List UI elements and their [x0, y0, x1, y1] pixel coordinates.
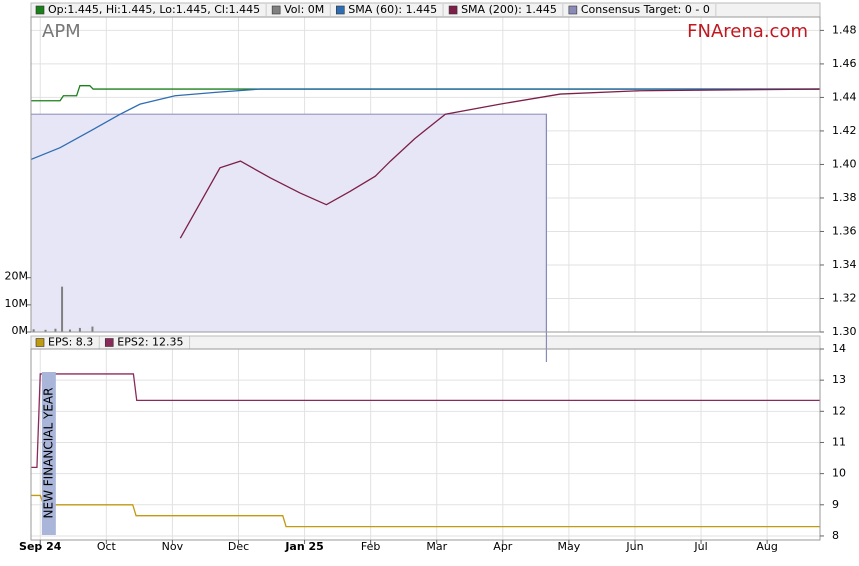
volume-bar	[78, 327, 81, 332]
y2-tick-label: 10M	[5, 297, 29, 310]
plot-frame	[30, 348, 821, 541]
x-tick-label: Feb	[361, 540, 380, 553]
y-tick-label: 1.40	[832, 157, 857, 170]
y-tick-label: 13	[832, 373, 846, 386]
y-tick-label: 1.36	[832, 224, 857, 237]
y-tick-label: 1.42	[832, 124, 857, 137]
annotation-box	[41, 372, 56, 535]
y-tick-label: 11	[832, 435, 846, 448]
y-tick-label: 1.48	[832, 23, 857, 36]
y-tick-label: 10	[832, 467, 846, 480]
y2-tick-label: 20M	[5, 270, 29, 283]
legend-label: SMA (60): 1.445	[348, 3, 437, 16]
y-tick-label: 12	[832, 404, 846, 417]
y-tick-label: 1.30	[832, 325, 857, 338]
plot-frame	[30, 16, 821, 333]
series-line	[31, 494, 820, 528]
y-tick-label: 1.46	[832, 57, 857, 70]
x-tick-label: Dec	[228, 540, 249, 553]
volume-bar	[68, 329, 71, 332]
y-tick-label: 1.32	[832, 291, 857, 304]
x-tick-label: May	[558, 540, 581, 553]
y-tick-label: 1.38	[832, 191, 857, 204]
legend-label: SMA (200): 1.445	[461, 3, 557, 16]
x-tick-label: Jan 25	[284, 540, 323, 553]
x-tick-label: Jul	[693, 540, 707, 553]
consensus-band	[30, 113, 547, 333]
legend-swatch	[448, 5, 458, 15]
legend-label: Consensus Target: 0 - 0	[581, 3, 710, 16]
annotation-label: NEW FINANCIAL YEAR	[41, 388, 55, 519]
legend-label: Op:1.445, Hi:1.445, Lo:1.445, Cl:1.445	[48, 3, 260, 16]
legend-swatch	[335, 5, 345, 15]
y2-tick-label: 0M	[12, 324, 29, 337]
series-line	[31, 373, 820, 469]
y-tick-label: 14	[832, 342, 846, 355]
y-tick-label: 8	[832, 529, 839, 542]
grid	[30, 17, 820, 540]
legend-swatch	[104, 338, 114, 347]
legend-label: EPS2: 12.35	[117, 336, 183, 349]
volume-bar	[91, 326, 94, 332]
ticker: APM	[42, 21, 81, 42]
y-tick-label: 9	[832, 498, 839, 511]
series-line	[31, 85, 820, 102]
legend-label: EPS: 8.3	[48, 336, 93, 349]
x-tick-label: Oct	[97, 540, 117, 553]
volume-bar	[54, 328, 57, 332]
legend-label: Vol: 0M	[284, 3, 324, 16]
y-tick-label: 1.44	[832, 90, 857, 103]
x-tick-label: Aug	[756, 540, 777, 553]
series-line	[30, 88, 820, 161]
x-tick-label: Nov	[162, 540, 184, 553]
volume-bar	[61, 286, 64, 332]
legend-swatch	[568, 5, 578, 15]
x-tick-label: Sep 24	[19, 540, 62, 553]
legend-swatch	[35, 338, 45, 347]
x-tick-label: Jun	[625, 540, 643, 553]
legend-swatch	[35, 5, 45, 15]
source: FNArena.com	[687, 21, 808, 42]
marks	[30, 85, 821, 528]
series-line	[179, 88, 821, 239]
legend-swatch	[271, 5, 281, 15]
y-tick-label: 1.34	[832, 258, 857, 271]
volume-bar	[32, 329, 35, 332]
x-tick-label: Mar	[426, 540, 447, 553]
overlay: Sep 24 Oct Nov Dec Jan 25 Feb Mar Apr May Jun Jul A…	[5, 3, 857, 553]
volume-bar	[44, 329, 47, 332]
x-tick-label: Apr	[493, 540, 513, 553]
